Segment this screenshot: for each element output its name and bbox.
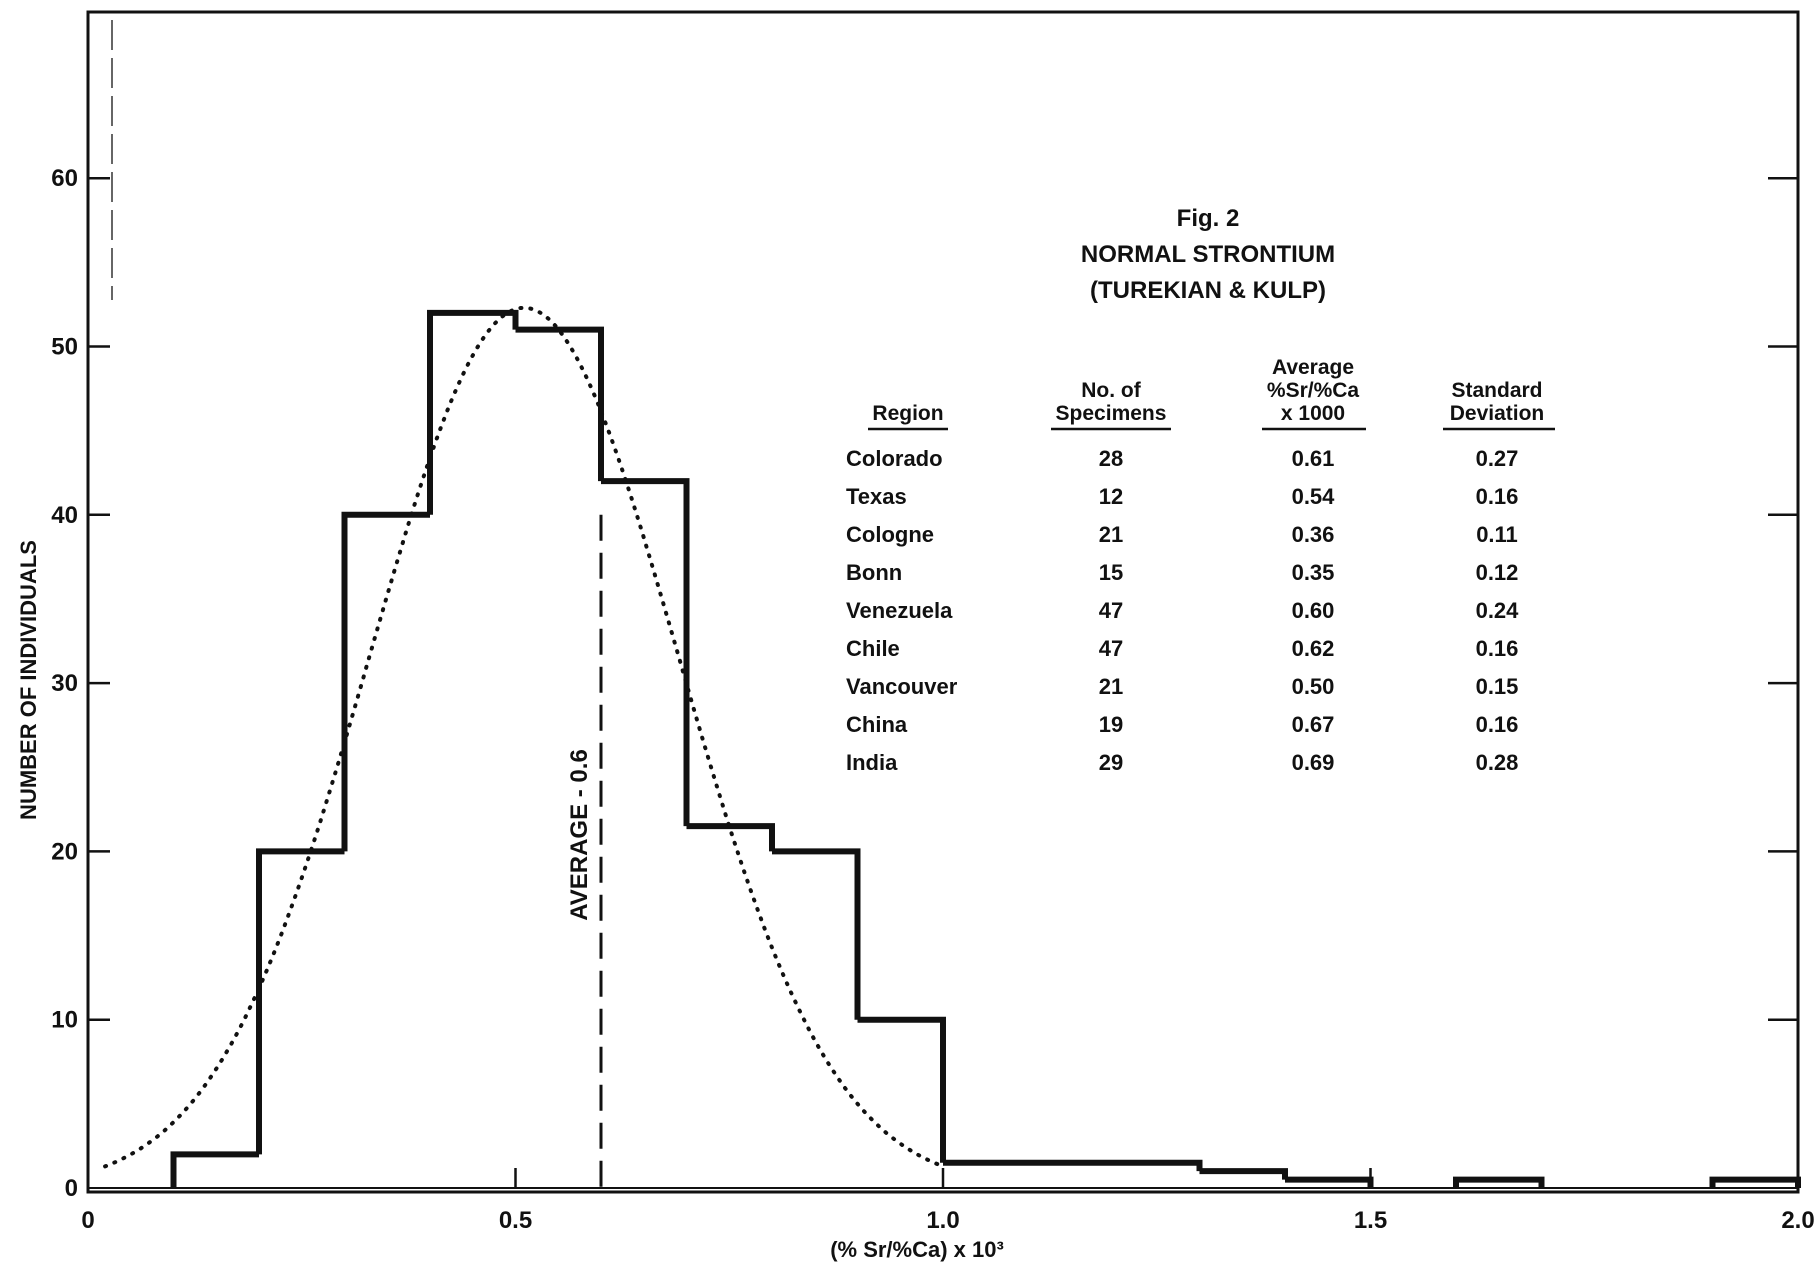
x-axis: 0 0.5 1.0 1.5 2.0 <box>81 1168 1815 1234</box>
table-header-sd: Standard <box>1451 379 1542 402</box>
table-cell-average: 0.36 <box>1292 522 1335 547</box>
y-axis-title: NUMBER OF INDIVIDUALS <box>16 540 41 820</box>
table-cell-sd: 0.16 <box>1476 484 1519 509</box>
normal-curve-layer <box>103 305 945 1169</box>
histogram-bar <box>256 848 345 1155</box>
histogram-bar <box>1285 1176 1374 1188</box>
table-cell-average: 0.62 <box>1292 636 1335 661</box>
x-tick-label: 1.0 <box>926 1207 959 1234</box>
y-tick-label: 40 <box>51 502 78 529</box>
histogram-bar <box>515 326 604 482</box>
table-cell-region: Venezuela <box>846 598 953 623</box>
table-cell-region: Chile <box>846 636 900 661</box>
table-header-sd: Deviation <box>1450 402 1545 425</box>
table-cell-specimens: 21 <box>1099 522 1123 547</box>
table-header-average: Average <box>1272 356 1354 379</box>
table-cell-specimens: 21 <box>1099 674 1123 699</box>
figure-subtitle: NORMAL STRONTIUM <box>1081 241 1335 268</box>
x-tick-label: 2.0 <box>1781 1207 1814 1234</box>
x-tick-label: 0.5 <box>499 1207 532 1234</box>
y-tick-label: 10 <box>51 1007 78 1034</box>
histogram-bar <box>772 848 861 1020</box>
table-cell-specimens: 28 <box>1099 446 1123 471</box>
table-cell-specimens: 29 <box>1099 750 1123 775</box>
table-header-average: x 1000 <box>1281 402 1345 425</box>
average-label: AVERAGE - 0.6 <box>566 749 593 921</box>
table-cell-average: 0.67 <box>1292 712 1335 737</box>
histogram-bar <box>601 478 690 827</box>
table-cell-average: 0.54 <box>1292 484 1336 509</box>
table-cell-sd: 0.28 <box>1476 750 1519 775</box>
table-header-average: %Sr/%Ca <box>1267 379 1360 402</box>
histogram-bar <box>943 1159 1203 1172</box>
x-tick-label: 0 <box>81 1207 94 1234</box>
y-tick-label: 50 <box>51 334 78 361</box>
table-cell-region: Bonn <box>846 560 902 585</box>
histogram-bar <box>1709 1176 1801 1188</box>
table-cell-sd: 0.12 <box>1476 560 1519 585</box>
y-tick-label: 30 <box>51 670 78 697</box>
x-tick-label: 1.5 <box>1354 1207 1387 1234</box>
histogram-bar <box>1453 1176 1545 1188</box>
table-cell-region: Texas <box>846 484 907 509</box>
histogram-bar <box>427 309 519 515</box>
table-cell-region: Cologne <box>846 522 934 547</box>
table-cell-sd: 0.16 <box>1476 636 1519 661</box>
table-cell-average: 0.61 <box>1292 446 1335 471</box>
table-cell-sd: 0.11 <box>1476 522 1518 547</box>
histogram-bar <box>341 511 430 852</box>
table-cell-average: 0.50 <box>1292 674 1335 699</box>
average-marker: AVERAGE - 0.6 <box>566 514 603 1188</box>
table-cell-sd: 0.15 <box>1476 674 1519 699</box>
table-header-specimens: Specimens <box>1056 402 1167 425</box>
table-cell-sd: 0.27 <box>1476 446 1519 471</box>
table-cell-specimens: 15 <box>1099 560 1123 585</box>
table-header-specimens: No. of <box>1081 379 1141 402</box>
table-cell-average: 0.60 <box>1292 598 1335 623</box>
table-cell-specimens: 47 <box>1099 636 1123 661</box>
histogram-bar <box>170 1151 259 1188</box>
table-header-region: Region <box>872 402 943 425</box>
table-cell-specimens: 19 <box>1099 712 1123 737</box>
table-cell-region: China <box>846 712 908 737</box>
table-cell-average: 0.69 <box>1292 750 1335 775</box>
table-cell-average: 0.35 <box>1292 560 1335 585</box>
table-cell-specimens: 47 <box>1099 598 1123 623</box>
histogram-bar <box>1199 1168 1288 1180</box>
y-axis: 0 10 20 30 40 50 60 <box>51 165 1798 1202</box>
table-cell-region: Colorado <box>846 446 943 471</box>
x-axis-title: (% Sr/%Ca) x 10³ <box>830 1237 1004 1262</box>
table-cell-specimens: 12 <box>1099 484 1123 509</box>
histogram-bar <box>686 823 775 852</box>
table-cell-region: Vancouver <box>846 674 958 699</box>
figure-source: (TUREKIAN & KULP) <box>1090 277 1326 304</box>
table-cell-sd: 0.16 <box>1476 712 1519 737</box>
histogram-bars <box>88 309 1801 1189</box>
normal-curve-line <box>103 305 945 1169</box>
table-cell-region: India <box>846 750 898 775</box>
y-tick-label: 0 <box>65 1175 78 1202</box>
y-tick-label: 60 <box>51 165 78 192</box>
y-tick-label: 20 <box>51 838 78 865</box>
histogram-bar <box>857 1016 946 1163</box>
plot-frame <box>86 10 1800 1194</box>
figure-title: Fig. 2 <box>1177 205 1240 232</box>
table-cell-sd: 0.24 <box>1476 598 1520 623</box>
